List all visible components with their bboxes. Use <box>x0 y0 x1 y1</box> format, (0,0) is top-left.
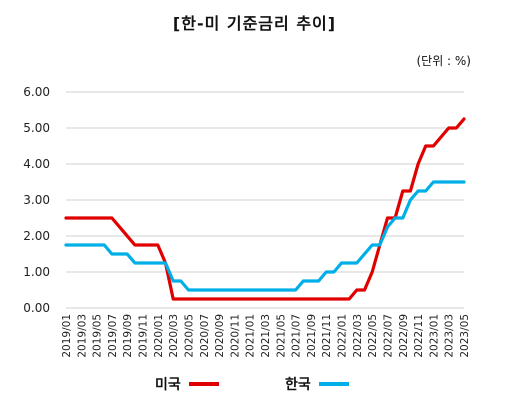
x-tick-label: 2021/11 <box>321 314 333 358</box>
y-tick-label: 4.00 <box>23 157 50 171</box>
y-tick-label: 0.00 <box>23 301 50 315</box>
legend-kr-swatch <box>318 382 349 386</box>
x-tick-label: 2022/11 <box>413 314 425 358</box>
x-tick-label: 2022/05 <box>367 314 379 358</box>
y-tick-label: 6.00 <box>23 85 50 99</box>
legend-us: 미국 <box>155 374 219 394</box>
x-tick-label: 2020/09 <box>214 314 226 358</box>
legend-kr: 한국 <box>285 374 349 394</box>
x-tick-label: 2021/03 <box>260 314 272 358</box>
legend-us-label: 미국 <box>155 377 181 393</box>
chart-title: [한-미 기준금리 추이] <box>172 14 337 33</box>
x-tick-label: 2019/11 <box>138 314 150 358</box>
x-tick-label: 2020/11 <box>229 314 241 358</box>
x-tick-label: 2023/03 <box>444 314 456 358</box>
y-tick-label: 1.00 <box>23 265 50 279</box>
x-tick-label: 2022/09 <box>398 314 410 358</box>
y-tick-label: 2.00 <box>23 229 50 243</box>
series-lines <box>64 117 466 301</box>
x-tick-label: 2021/05 <box>275 314 287 358</box>
x-tick-label: 2019/01 <box>61 314 73 358</box>
x-tick-label: 2019/07 <box>107 314 119 358</box>
x-tick-label: 2022/01 <box>337 314 349 358</box>
legend-kr-label: 한국 <box>285 377 311 393</box>
x-tick-label: 2023/05 <box>459 314 471 358</box>
x-tick-label: 2023/01 <box>428 314 440 358</box>
y-tick-label: 5.00 <box>23 121 50 135</box>
x-axis: 2019/01 2019/03 2019/05 2019/07 2019/09 2019/… <box>61 314 471 358</box>
x-tick-label: 2021/01 <box>245 314 257 358</box>
series-line-kr <box>64 180 466 292</box>
y-axis: 0.00 1.00 2.00 3.00 4.00 5.00 6.00 <box>23 85 50 315</box>
x-tick-label: 2019/05 <box>92 314 104 358</box>
x-tick-label: 2020/03 <box>168 314 180 358</box>
x-tick-label: 2022/03 <box>352 314 364 358</box>
x-tick-label: 2019/09 <box>122 314 134 358</box>
x-tick-label: 2020/05 <box>183 314 195 358</box>
x-tick-label: 2020/01 <box>153 314 165 358</box>
x-tick-label: 2021/07 <box>291 314 303 358</box>
x-tick-label: 2022/07 <box>382 314 394 358</box>
y-tick-label: 3.00 <box>23 193 50 207</box>
legend-us-swatch <box>188 382 219 386</box>
x-tick-label: 2019/03 <box>76 314 88 358</box>
unit-label: (단위 : %) <box>416 54 471 68</box>
x-tick-label: 2021/09 <box>306 314 318 358</box>
x-tick-label: 2020/07 <box>199 314 211 358</box>
grid <box>66 91 464 309</box>
